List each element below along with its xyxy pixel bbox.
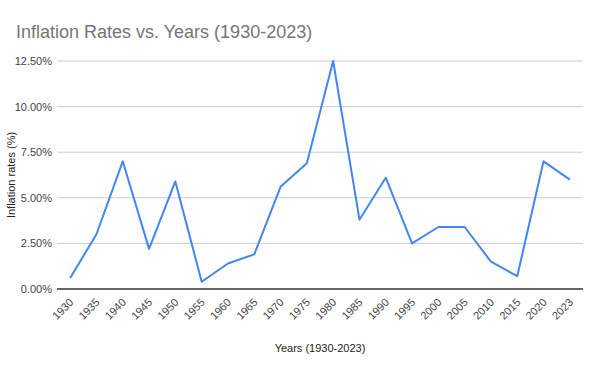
grid-line [57,243,583,244]
x-tick-label: 2015 [497,296,523,322]
grid-line [57,289,583,290]
y-tick-label: 0.00% [21,283,52,295]
x-tick-label: 1980 [313,296,339,322]
grid-line [57,197,583,198]
x-axis-title: Years (1930-2023) [275,342,366,354]
y-tick-label: 5.00% [21,192,52,204]
x-tick-label: 1955 [181,296,207,322]
chart-title: Inflation Rates vs. Years (1930-2023) [16,22,312,42]
data-line [70,61,570,282]
x-tick-label: 2020 [523,296,549,322]
x-tick-label: 1930 [50,296,76,322]
y-tick-label: 7.50% [21,146,52,158]
y-tick-label: 2.50% [21,237,52,249]
x-tick-label: 1970 [260,296,286,322]
grid-line [57,152,583,153]
y-tick-label: 10.00% [15,101,53,113]
x-tick-label: 1985 [339,296,365,322]
x-tick-label: 1995 [392,296,418,322]
background [0,0,600,371]
x-tick-label: 1965 [234,296,260,322]
x-tick-label: 2005 [444,296,470,322]
x-tick-label: 1950 [155,296,181,322]
x-axis-line [57,289,583,290]
chart-container: Inflation Rates vs. Years (1930-2023) 0.0… [0,0,600,371]
x-tick-label: 1935 [76,296,102,322]
x-tick-label: 2000 [418,296,444,322]
x-tick-label: 1990 [365,296,391,322]
x-tick-label: 2023 [549,296,575,322]
plot-area [70,61,570,282]
y-axis-title: Inflation rates (%) [5,132,17,218]
x-tick-label: 1940 [102,296,128,322]
chart-svg: Inflation Rates vs. Years (1930-2023) 0.0… [0,0,600,371]
y-tick-label: 12.50% [15,55,53,67]
x-tick-label: 1960 [208,296,234,322]
x-tick-label: 1975 [286,296,312,322]
grid-line [57,106,583,107]
x-tick-label: 1945 [129,296,155,322]
grid-line [57,61,583,62]
x-tick-label: 2010 [471,296,497,322]
